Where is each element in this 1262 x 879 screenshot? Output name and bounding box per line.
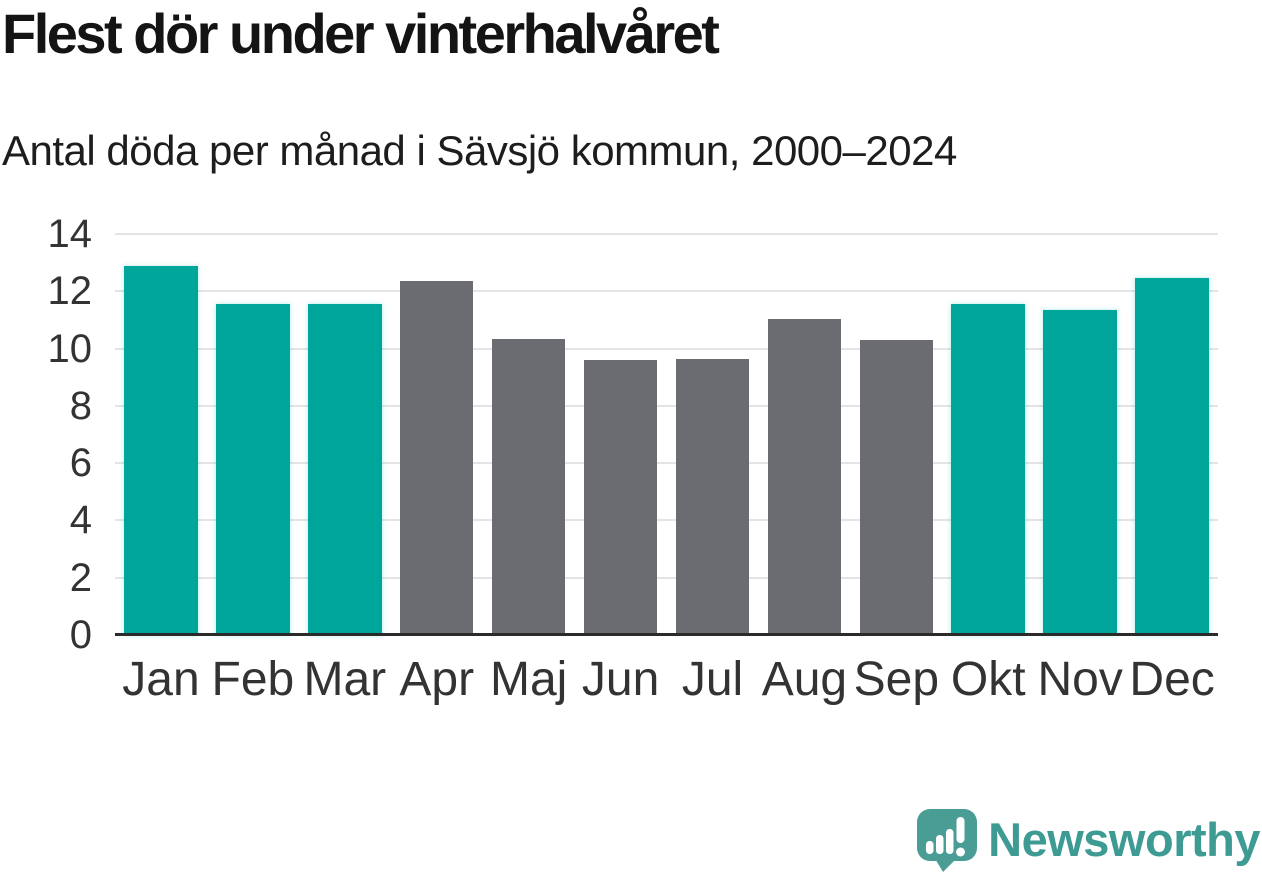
- chart-subtitle: Antal döda per månad i Sävsjö kommun, 20…: [2, 127, 957, 174]
- bar-apr: [399, 281, 474, 635]
- bar-okt: [951, 304, 1026, 635]
- x-tick-label: Dec: [1129, 653, 1215, 706]
- x-tick-label: Aug: [761, 653, 848, 706]
- bar-sep: [859, 340, 934, 635]
- bar-band: [758, 234, 850, 635]
- x-tick-label: Mar: [303, 653, 387, 706]
- x-tick-label: Feb: [211, 653, 295, 706]
- brand-name: Newsworthy: [988, 813, 1260, 866]
- gridline: [115, 462, 1218, 465]
- plot-area: [115, 233, 1218, 636]
- x-tick-label: Okt: [950, 653, 1026, 706]
- chart-title: Flest dör under vinterhalvåret: [2, 2, 720, 65]
- bar-nov: [1043, 309, 1117, 635]
- x-tick-label: Jan: [122, 653, 200, 706]
- bar-jan: [124, 265, 198, 635]
- bar-aug: [767, 318, 842, 635]
- bar-feb: [216, 304, 290, 635]
- bar-band: [391, 234, 483, 635]
- y-axis: 0 2 4 6 8 10 12 14: [0, 212, 93, 657]
- x-tick-label: Jul: [681, 653, 744, 706]
- y-tick-label: 14: [47, 212, 93, 256]
- y-tick-label: 4: [69, 498, 92, 543]
- bar-band: [1034, 234, 1126, 635]
- y-tick-label: 10: [47, 326, 93, 371]
- y-tick-label: 2: [69, 555, 92, 600]
- y-tick-label: 12: [47, 269, 93, 314]
- bar-maj: [491, 338, 566, 635]
- gridline: [115, 404, 1218, 407]
- bar-jul: [675, 358, 750, 635]
- bar-band: [667, 234, 759, 635]
- bar-band: [942, 234, 1034, 635]
- bar-band: [115, 234, 207, 635]
- x-axis: Jan Feb Mar Apr Maj Jun Jul Aug Sep Okt Nov Dec: [115, 650, 1218, 710]
- gridline: [115, 576, 1218, 579]
- bar-dec: [1135, 278, 1209, 635]
- bar-series: [115, 234, 1218, 635]
- bar-mar: [308, 304, 382, 635]
- bar-band: [575, 234, 667, 635]
- gridline: [115, 347, 1218, 350]
- x-tick-label: Nov: [1037, 653, 1123, 706]
- y-tick-label: 6: [69, 441, 92, 486]
- bar-jun: [583, 360, 658, 635]
- x-tick-label: Jun: [581, 653, 660, 706]
- newsworthy-logo-icon: [917, 809, 978, 872]
- newsworthy-logo: Newsworthy: [914, 807, 1260, 873]
- bar-band: [207, 234, 299, 635]
- bar-band: [483, 234, 575, 635]
- bar-band: [850, 234, 942, 635]
- y-tick-label: 0: [69, 613, 92, 657]
- gridline: [115, 519, 1218, 522]
- x-tick-label: Apr: [399, 653, 475, 706]
- bar-band: [1126, 234, 1218, 635]
- gridline: [115, 233, 1218, 235]
- y-tick-label: 8: [69, 383, 92, 428]
- bar-band: [299, 234, 391, 635]
- x-tick-label: Maj: [489, 653, 568, 706]
- x-tick-label: Sep: [853, 653, 940, 706]
- x-axis-line: [115, 633, 1218, 636]
- gridline: [115, 290, 1218, 293]
